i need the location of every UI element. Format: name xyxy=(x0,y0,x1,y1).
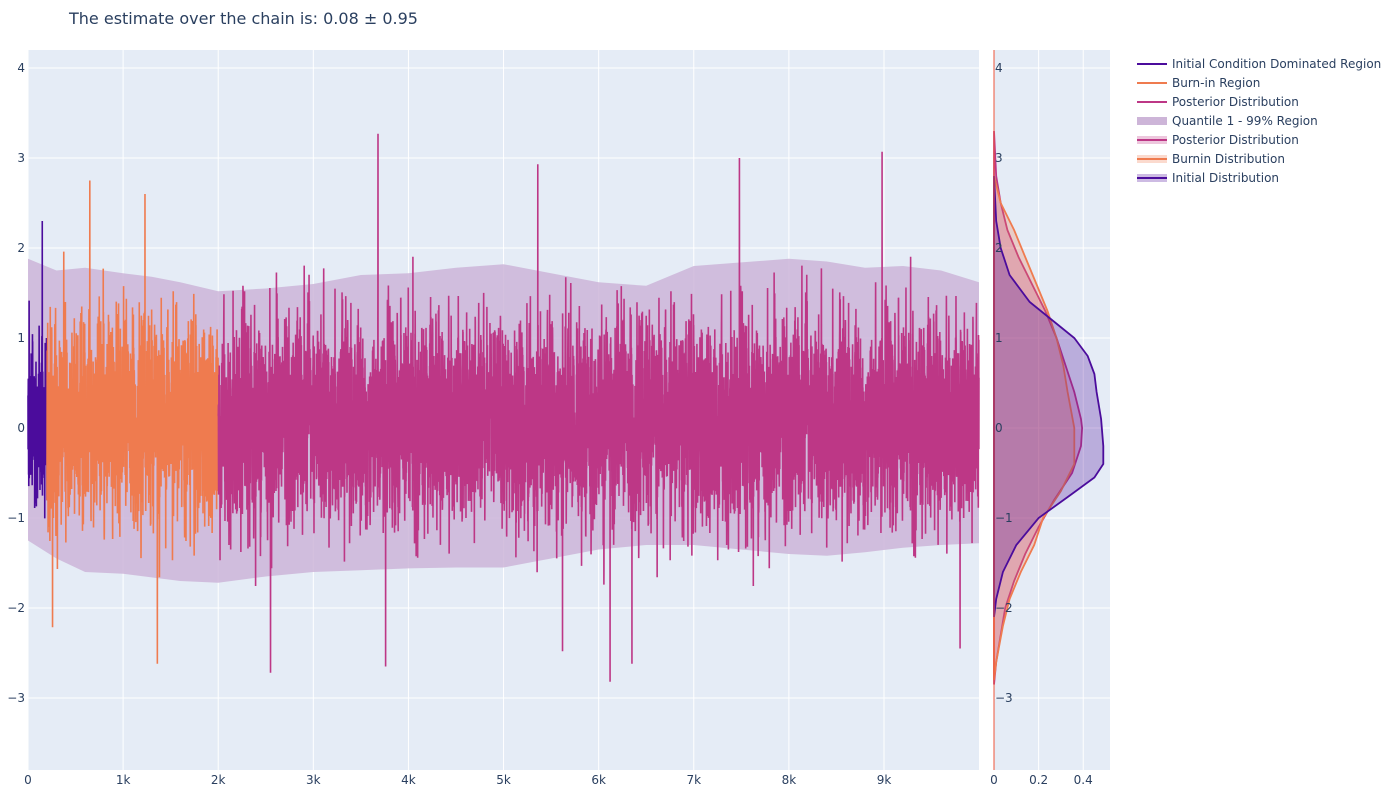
legend-item[interactable]: Burn-in Region xyxy=(1137,76,1260,90)
legend-item[interactable]: Initial Condition Dominated Region xyxy=(1137,57,1381,71)
legend-item[interactable]: Quantile 1 - 99% Region xyxy=(1137,114,1318,128)
density-fill-initial xyxy=(993,175,1105,618)
density-y-tick-label: −3 xyxy=(995,691,1013,705)
chart-title: The estimate over the chain is: 0.08 ± 0… xyxy=(68,9,418,28)
trace-panel: 0 1k 2k 3k 4k 5k 6k 7k 8k 9k −3 −2 −1 0 1 2 3 4 xyxy=(7,50,980,787)
trace-x-tick-label: 1k xyxy=(116,773,131,787)
density-y-tick-label: 2 xyxy=(995,241,1003,255)
trace-x-tick-label: 7k xyxy=(686,773,701,787)
density-x-tick-label: 0.2 xyxy=(1029,773,1048,787)
legend-item[interactable]: Posterior Distribution xyxy=(1137,95,1299,109)
trace-x-tick-label: 4k xyxy=(401,773,416,787)
density-y-tick-label: 3 xyxy=(995,151,1003,165)
trace-x-tick-label: 3k xyxy=(306,773,321,787)
trace-x-tick-label: 5k xyxy=(496,773,511,787)
legend-swatch xyxy=(1137,117,1167,125)
density-y-tick-label: 4 xyxy=(995,61,1003,75)
trace-line-burnin xyxy=(46,180,220,664)
trace-y-ticks: −3 −2 −1 0 1 2 3 4 xyxy=(7,61,25,705)
trace-x-tick-label: 2k xyxy=(211,773,226,787)
legend-label: Initial Condition Dominated Region xyxy=(1172,57,1381,71)
legend-item[interactable]: Posterior Distribution xyxy=(1137,133,1299,147)
density-y-ticks: −3 −2 −1 0 1 2 3 4 xyxy=(995,61,1013,705)
trace-y-tick-label: −3 xyxy=(7,691,25,705)
trace-y-tick-label: 4 xyxy=(17,61,25,75)
trace-x-ticks: 0 1k 2k 3k 4k 5k 6k 7k 8k 9k xyxy=(24,773,891,787)
density-x-tick-label: 0.4 xyxy=(1074,773,1093,787)
trace-x-tick-label: 8k xyxy=(782,773,797,787)
density-y-tick-label: 1 xyxy=(995,331,1003,345)
trace-y-tick-label: −1 xyxy=(7,511,25,525)
trace-x-tick-label: 9k xyxy=(877,773,892,787)
legend-label: Posterior Distribution xyxy=(1172,133,1299,147)
legend-label: Quantile 1 - 99% Region xyxy=(1172,114,1318,128)
density-y-tick-label: −2 xyxy=(995,601,1013,615)
legend-label: Burn-in Region xyxy=(1172,76,1260,90)
trace-line-initial xyxy=(27,220,48,519)
legend-label: Initial Distribution xyxy=(1172,171,1279,185)
trace-y-tick-label: 2 xyxy=(17,241,25,255)
density-y-tick-label: −1 xyxy=(995,511,1013,525)
trace-y-tick-label: −2 xyxy=(7,601,25,615)
density-plot-background xyxy=(994,50,1110,770)
trace-x-tick-label: 6k xyxy=(591,773,606,787)
legend-item[interactable]: Initial Distribution xyxy=(1137,171,1279,185)
density-x-ticks: 0 0.2 0.4 xyxy=(990,773,1093,787)
trace-y-tick-label: 0 xyxy=(17,421,25,435)
trace-y-tick-label: 3 xyxy=(17,151,25,165)
trace-x-tick-label: 0 xyxy=(24,773,32,787)
legend-label: Posterior Distribution xyxy=(1172,95,1299,109)
density-panel: 0 0.2 0.4 −3 −2 −1 0 1 2 3 4 xyxy=(990,50,1110,787)
trace-line-posterior xyxy=(217,133,980,682)
trace-y-tick-label: 1 xyxy=(17,331,25,345)
legend-item[interactable]: Burnin Distribution xyxy=(1137,152,1285,166)
density-fill-burnin xyxy=(993,175,1076,681)
legend-label: Burnin Distribution xyxy=(1172,152,1285,166)
density-x-tick-label: 0 xyxy=(990,773,998,787)
density-y-tick-label: 0 xyxy=(995,421,1003,435)
legend: Initial Condition Dominated Region Burn-i… xyxy=(1137,57,1381,185)
